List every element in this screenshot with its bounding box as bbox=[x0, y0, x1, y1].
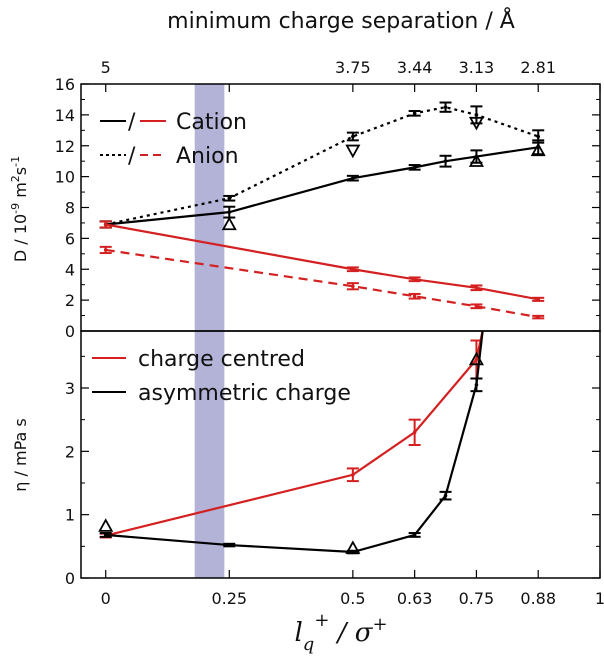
data-point bbox=[536, 297, 541, 302]
top-axis-tick-label: 3.13 bbox=[459, 58, 495, 77]
top-axis-tick-label: 2.81 bbox=[520, 58, 556, 77]
ylabel-top: D / 10-9 m2s-1 bbox=[9, 156, 30, 262]
bottom-plot-frame bbox=[80, 330, 601, 579]
x-tick-label: 0.25 bbox=[211, 589, 247, 608]
series-layer bbox=[99, 101, 545, 555]
marker-triangle-up bbox=[98, 518, 114, 532]
marker-triangle-up bbox=[468, 153, 484, 167]
y-tick-label-top: 8 bbox=[65, 199, 75, 218]
y-tick-label-top: 6 bbox=[65, 229, 75, 248]
data-point bbox=[351, 134, 355, 139]
data-point bbox=[412, 165, 417, 170]
y-tick-label-top: 14 bbox=[55, 106, 75, 125]
data-point bbox=[536, 315, 541, 319]
data-point bbox=[443, 493, 448, 498]
legend-bottom: charge centred asymmetric charge bbox=[92, 347, 351, 406]
x-tick-label: 0.88 bbox=[520, 589, 556, 608]
legend-anion-label: Anion bbox=[176, 144, 239, 169]
legend-centred-label: charge centred bbox=[138, 347, 305, 372]
data-point bbox=[351, 267, 355, 272]
xlabel: lq+ / σ+ bbox=[294, 610, 387, 655]
y-tick-label-top: 2 bbox=[65, 291, 75, 310]
y-tick-label-top: 10 bbox=[55, 168, 75, 187]
legend-top: / Cation / Anion bbox=[100, 110, 247, 169]
data-point bbox=[412, 430, 417, 435]
y-tick-label-top: 4 bbox=[65, 260, 75, 279]
y-tick-label-bottom: 2 bbox=[65, 442, 75, 461]
x-tick-label: 0.5 bbox=[340, 589, 365, 608]
y-tick-label-bottom: 1 bbox=[65, 506, 75, 525]
legend-asym-label: asymmetric charge bbox=[138, 381, 351, 406]
data-point bbox=[351, 284, 355, 289]
x-tick-label: 0.75 bbox=[459, 589, 495, 608]
data-point bbox=[412, 111, 417, 116]
marker-layer bbox=[98, 116, 546, 554]
data-point bbox=[103, 222, 108, 227]
data-point bbox=[474, 357, 479, 362]
data-point bbox=[351, 176, 355, 180]
x-tick-label: 0.63 bbox=[397, 589, 433, 608]
top-axis-tick-label: 3.44 bbox=[397, 58, 433, 77]
data-point bbox=[103, 533, 108, 537]
x-tick-label: 0 bbox=[101, 589, 111, 608]
data-point bbox=[474, 285, 479, 290]
series-line-t0 bbox=[105, 146, 539, 226]
data-point bbox=[474, 304, 479, 309]
data-point bbox=[351, 472, 355, 477]
marker-triangle-down bbox=[468, 116, 484, 131]
y-tick-label-top: 16 bbox=[55, 75, 75, 94]
marker-triangle-up bbox=[468, 351, 484, 366]
plot-frames bbox=[80, 83, 601, 579]
marker-triangle-up bbox=[530, 142, 546, 157]
data-point bbox=[443, 159, 448, 163]
ylabel-bottom: η / mPa s bbox=[11, 418, 30, 491]
top-axis-tick-label: 3.75 bbox=[335, 58, 371, 77]
y-tick-label-top: 0 bbox=[65, 322, 75, 341]
data-point bbox=[443, 105, 448, 109]
data-point bbox=[412, 533, 417, 537]
top-axis-tick-label: 5 bbox=[101, 58, 111, 77]
legend-cation-label: Cation bbox=[176, 110, 247, 135]
data-point bbox=[474, 383, 479, 387]
legend-cation-separator: / bbox=[128, 110, 136, 135]
y-tick-label-bottom: 0 bbox=[65, 569, 75, 588]
data-point bbox=[412, 277, 417, 282]
chart-title: minimum charge separation / Å bbox=[167, 7, 515, 34]
series-line-t2 bbox=[105, 223, 539, 301]
legend-anion-separator: / bbox=[128, 144, 136, 169]
data-point bbox=[227, 210, 232, 214]
x-tick-label: 1 bbox=[595, 589, 604, 608]
data-point bbox=[103, 248, 108, 252]
data-point bbox=[412, 294, 417, 299]
marker-triangle-up bbox=[221, 216, 237, 231]
marker-triangle-up bbox=[345, 540, 361, 554]
series-line-t3 bbox=[105, 248, 539, 319]
data-point bbox=[227, 543, 232, 547]
y-tick-label-top: 12 bbox=[55, 137, 75, 156]
y-tick-label-bottom: 3 bbox=[65, 379, 75, 398]
data-point bbox=[536, 134, 541, 139]
marker-triangle-down bbox=[345, 144, 361, 159]
data-point bbox=[474, 113, 479, 117]
data-point bbox=[227, 196, 232, 201]
